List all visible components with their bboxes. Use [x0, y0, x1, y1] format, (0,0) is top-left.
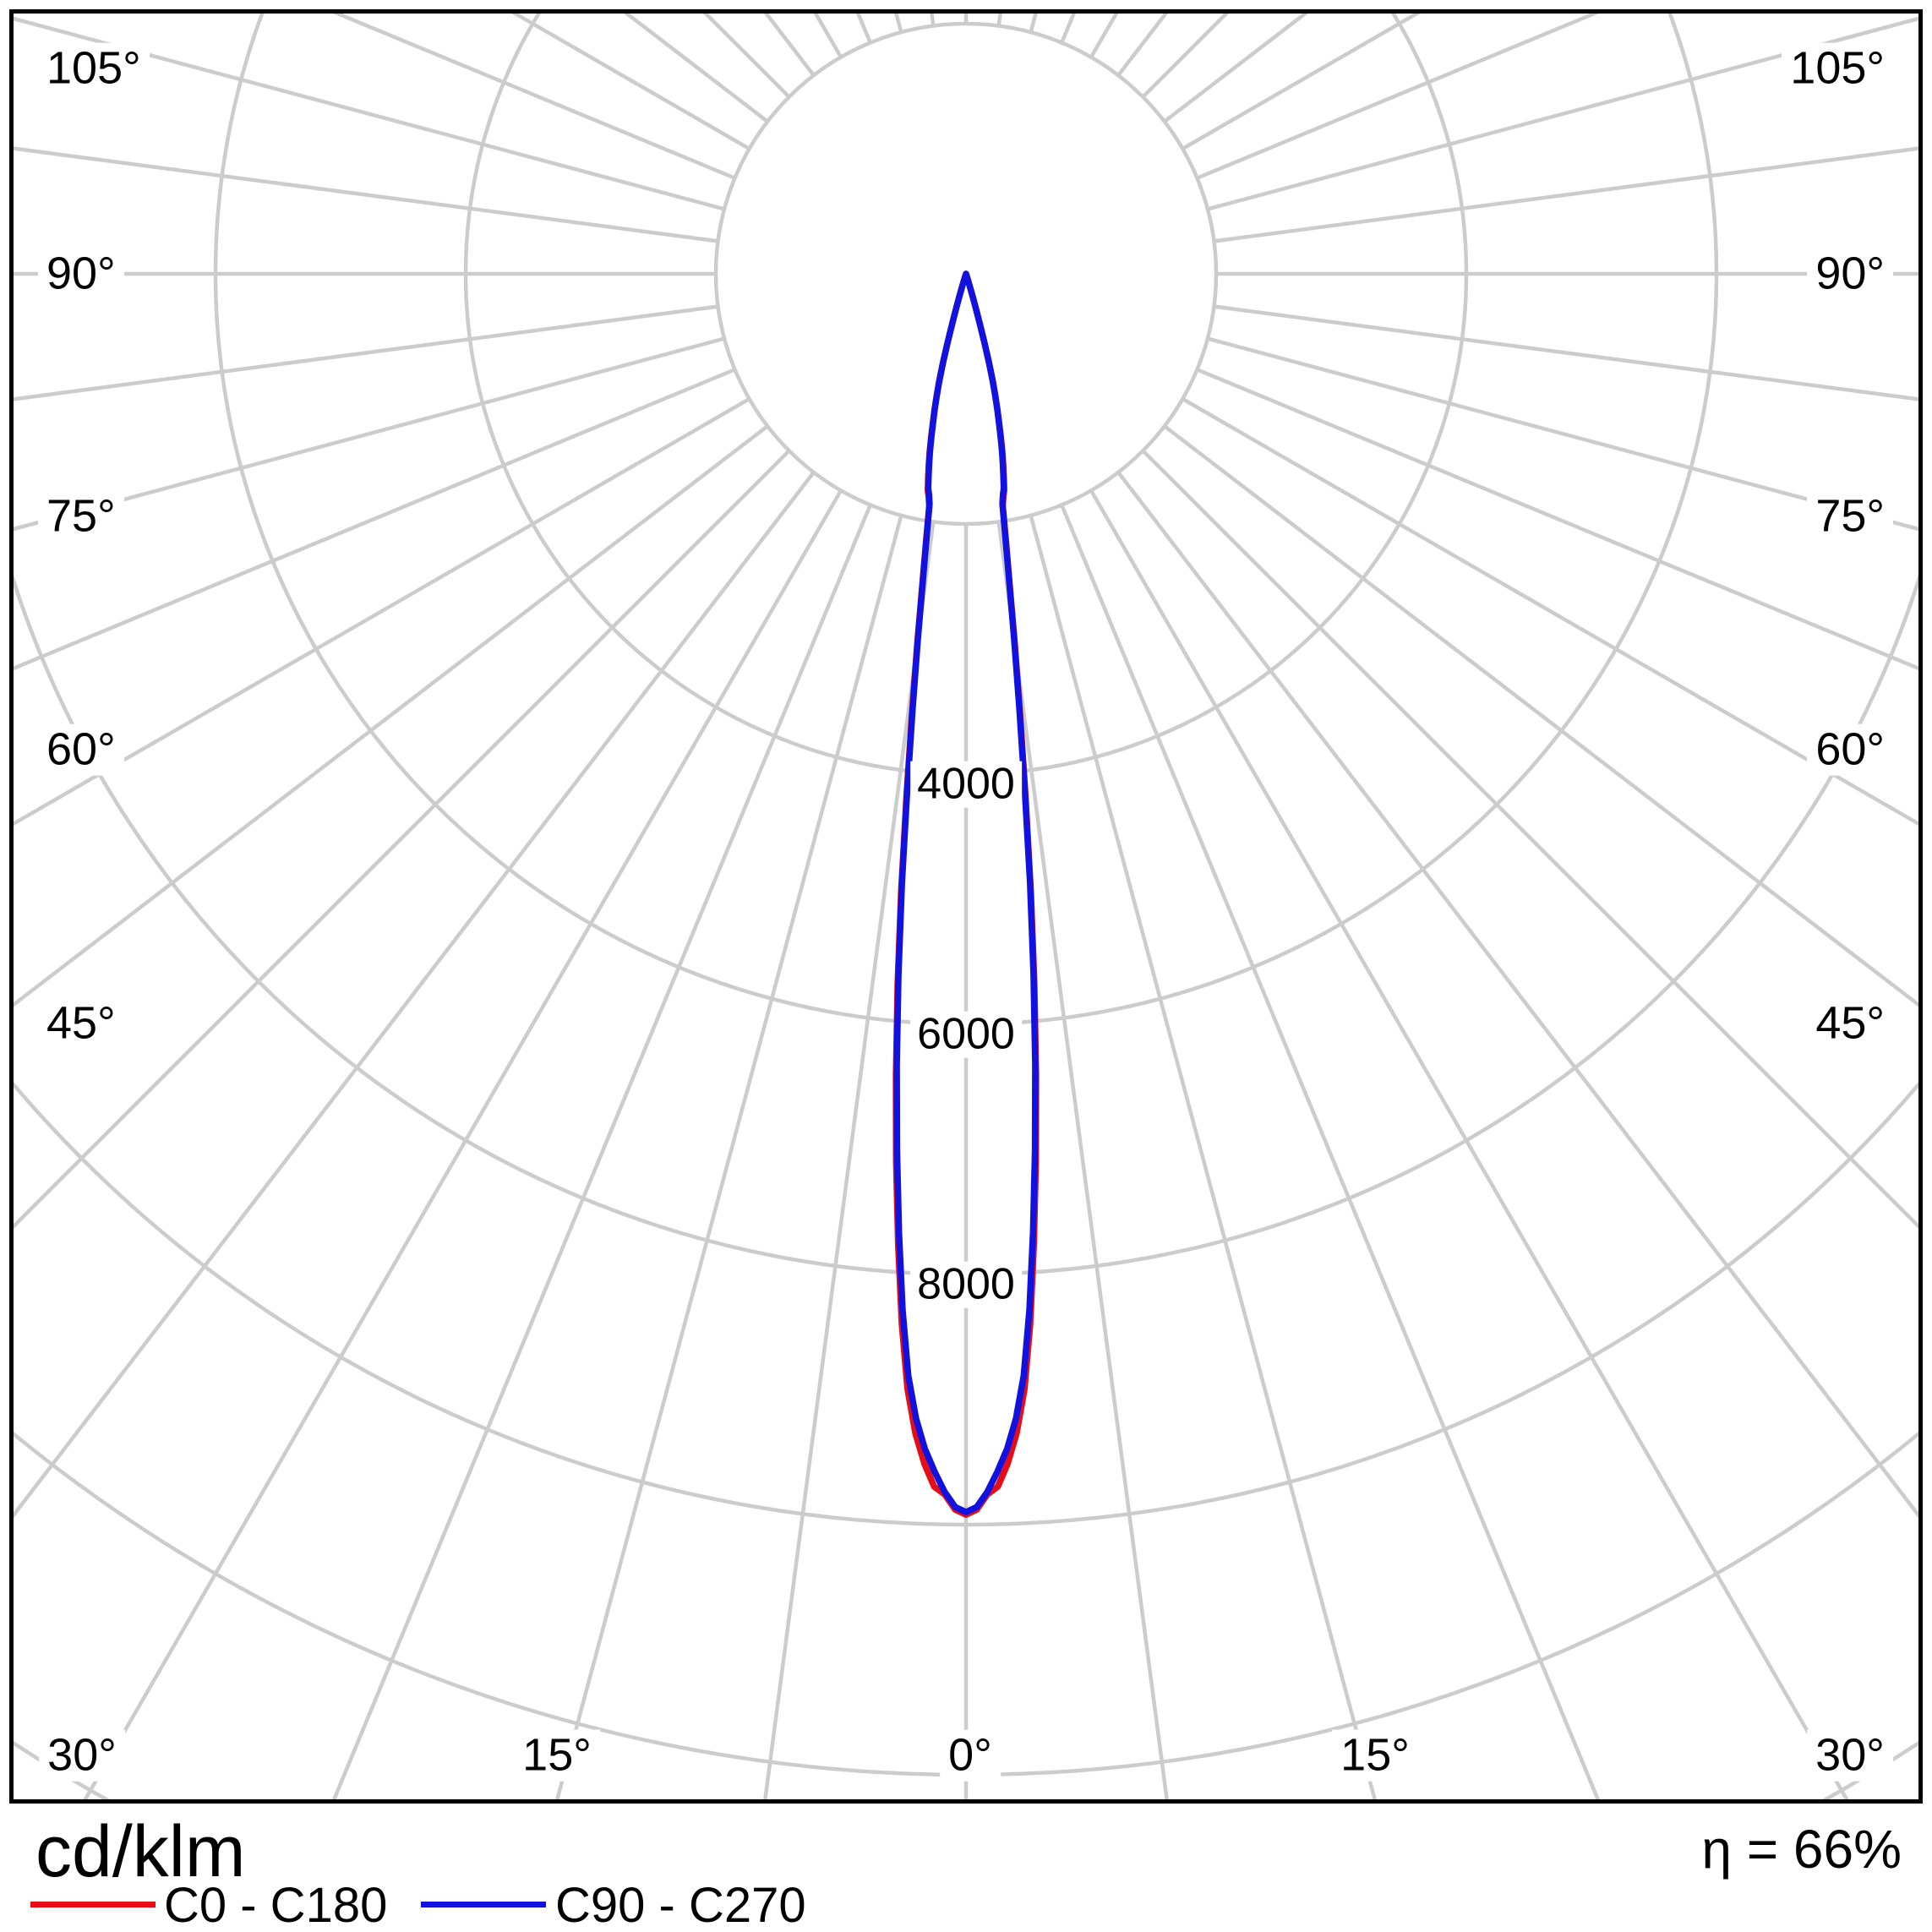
- angle-label-right-45°: 45°: [1807, 997, 1893, 1050]
- angle-label-left-45°: 45°: [38, 997, 124, 1050]
- legend-swatch-c0-c180: [30, 1902, 156, 1907]
- angle-label-left-105°: 105°: [38, 42, 150, 95]
- chart-border: [9, 9, 1923, 1804]
- ring-label-8000: 8000: [910, 1262, 1022, 1308]
- angle-label-bottom-0: 30°: [39, 1729, 125, 1782]
- angle-label-right-60°: 60°: [1807, 723, 1893, 776]
- units-label: cd/klm: [35, 1811, 246, 1892]
- angle-label-bottom-2: 0°: [940, 1729, 1001, 1782]
- angle-label-left-90°: 90°: [38, 248, 124, 300]
- ring-label-6000: 6000: [910, 1012, 1022, 1058]
- angle-label-bottom-4: 30°: [1807, 1729, 1893, 1782]
- angle-label-right-90°: 90°: [1807, 248, 1893, 300]
- angle-label-left-75°: 75°: [38, 490, 124, 543]
- angle-label-left-60°: 60°: [38, 723, 124, 776]
- ring-label-4000: 4000: [910, 761, 1022, 808]
- legend-swatch-c90-c270: [421, 1902, 546, 1907]
- curve-c90-c270: [893, 270, 1039, 1515]
- legend-label-c90-c270: C90 - C270: [555, 1878, 806, 1932]
- intensity-curves: [892, 270, 1040, 1518]
- legend-label-c0-c180: C0 - C180: [164, 1878, 388, 1932]
- efficiency-label: η = 66%: [1701, 1819, 1902, 1880]
- angle-label-bottom-3: 15°: [1332, 1729, 1418, 1782]
- angle-label-bottom-1: 15°: [514, 1729, 600, 1782]
- angle-label-right-105°: 105°: [1782, 42, 1893, 95]
- angle-label-right-75°: 75°: [1807, 490, 1893, 543]
